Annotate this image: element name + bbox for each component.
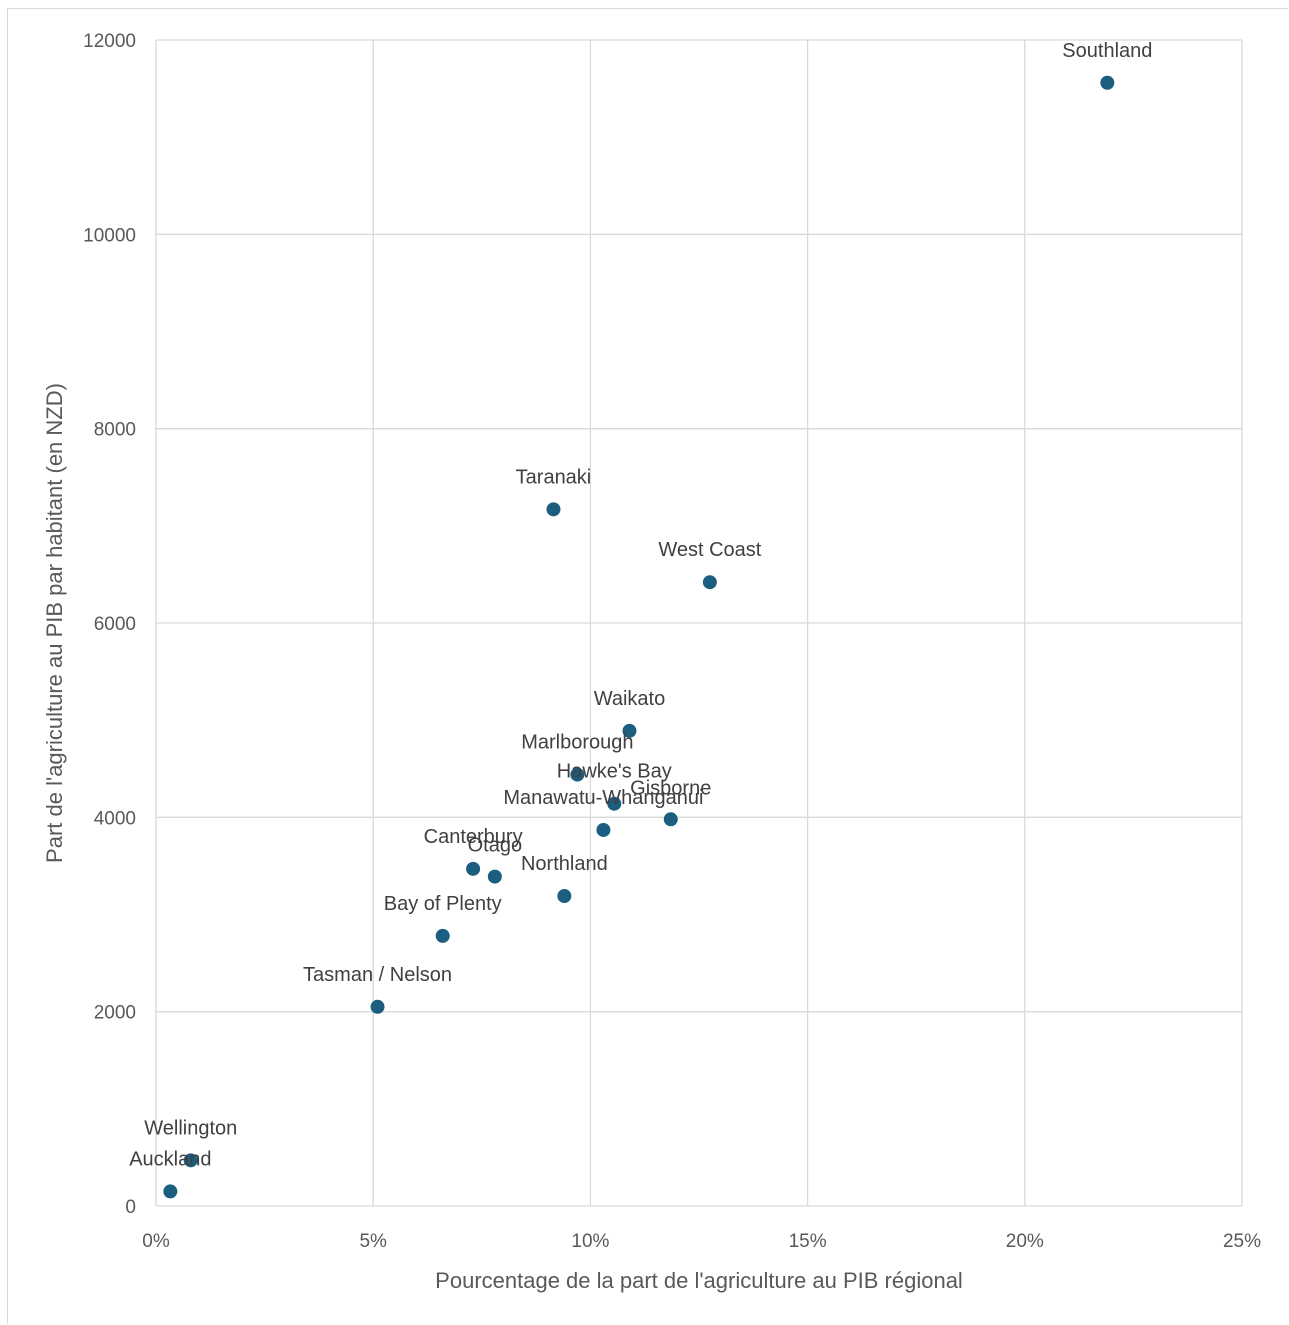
y-tick-label: 12000	[83, 31, 136, 52]
data-point	[466, 861, 481, 876]
y-tick-label: 8000	[94, 420, 136, 441]
data-point	[596, 822, 611, 837]
data-label: Wellington	[144, 1117, 237, 1139]
data-point	[702, 575, 717, 590]
y-axis-title: Part de l'agriculture au PIB par habitan…	[42, 383, 67, 863]
data-label: West Coast	[658, 539, 761, 561]
data-label: Canterbury	[424, 826, 523, 848]
data-point	[663, 812, 678, 827]
x-axis-title: Pourcentage de la part de l'agriculture …	[435, 1268, 963, 1293]
data-label: Tasman / Nelson	[303, 964, 452, 986]
data-points	[163, 75, 1115, 1199]
data-label: Otago	[468, 835, 522, 857]
data-point	[163, 1184, 178, 1199]
data-point	[487, 869, 502, 884]
gridlines	[155, 39, 1243, 1207]
y-tick-label: 2000	[94, 1003, 136, 1024]
data-label: Gisborne	[630, 777, 711, 799]
x-tick-label: 5%	[359, 1231, 387, 1252]
data-point	[435, 928, 450, 943]
data-point	[557, 889, 572, 904]
data-point	[370, 999, 385, 1014]
x-tick-label: 15%	[789, 1231, 827, 1252]
x-tick-label: 20%	[1006, 1231, 1044, 1252]
x-tick-label: 25%	[1223, 1231, 1261, 1252]
data-label: Northland	[521, 853, 608, 875]
data-labels: Southland Taranaki West Coast Waikato Marlbo…	[129, 40, 1152, 1171]
data-point	[546, 502, 561, 517]
y-tick-label: 0	[125, 1197, 136, 1218]
data-label: Bay of Plenty	[384, 893, 502, 915]
x-tick-label: 10%	[571, 1231, 609, 1252]
y-tick-label: 10000	[83, 225, 136, 246]
data-label: Hawke's Bay	[557, 761, 672, 783]
data-label: Southland	[1062, 40, 1152, 62]
data-point	[570, 767, 585, 782]
y-tick-label: 6000	[94, 614, 136, 635]
y-tick-labels: 0 2000 4000 6000 8000 10000 12000	[83, 31, 136, 1218]
data-point	[622, 723, 637, 738]
data-label: Marlborough	[521, 732, 633, 754]
x-tick-label: 0%	[142, 1231, 170, 1252]
data-point	[607, 796, 622, 811]
x-tick-labels: 0% 5% 10% 15% 20% 25%	[142, 1231, 1261, 1252]
data-point	[1100, 75, 1115, 90]
data-label: Manawatu-Whanganui	[503, 787, 703, 809]
data-point	[183, 1153, 198, 1168]
data-label: Waikato	[594, 688, 666, 710]
y-tick-label: 4000	[94, 808, 136, 829]
chart-frame	[7, 8, 1288, 1324]
data-label: Taranaki	[516, 466, 592, 488]
data-label: Auckland	[129, 1148, 211, 1170]
